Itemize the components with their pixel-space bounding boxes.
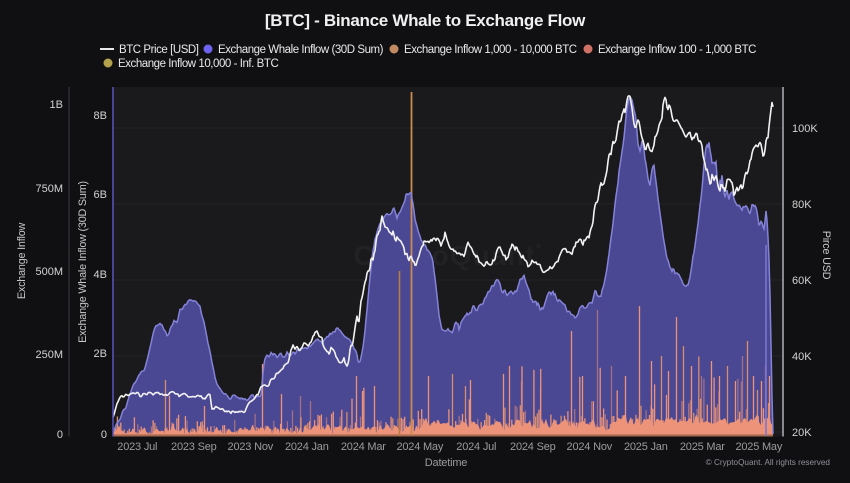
svg-text:2024 Mar: 2024 Mar xyxy=(341,441,386,453)
svg-text:8B: 8B xyxy=(94,110,107,122)
svg-text:250M: 250M xyxy=(35,349,63,361)
svg-text:2024 Nov: 2024 Nov xyxy=(567,441,613,453)
svg-text:20K: 20K xyxy=(792,427,812,439)
svg-text:750M: 750M xyxy=(35,183,63,195)
svg-text:2023 Nov: 2023 Nov xyxy=(228,441,274,453)
svg-text:© CryptoQuant. All rights rese: © CryptoQuant. All rights reserved xyxy=(706,458,831,467)
svg-text:Exchange Whale Inflow (30D Sum: Exchange Whale Inflow (30D Sum) xyxy=(218,44,384,56)
svg-text:500M: 500M xyxy=(35,266,63,278)
svg-text:2023 Sep: 2023 Sep xyxy=(171,441,217,453)
svg-text:4B: 4B xyxy=(94,269,107,281)
svg-text:2024 Sep: 2024 Sep xyxy=(510,441,556,453)
svg-text:BTC Price [USD]: BTC Price [USD] xyxy=(119,44,199,56)
svg-text:0: 0 xyxy=(101,429,107,441)
svg-text:2025 Mar: 2025 Mar xyxy=(680,441,725,453)
svg-text:Exchange Whale Inflow (30D Sum: Exchange Whale Inflow (30D Sum) xyxy=(77,181,89,343)
svg-text:2024 May: 2024 May xyxy=(396,441,443,453)
svg-text:1B: 1B xyxy=(50,99,63,111)
svg-text:Exchange Inflow 1,000 - 10,000: Exchange Inflow 1,000 - 10,000 BTC xyxy=(404,44,577,56)
svg-text:Exchange Inflow 10,000 - Inf.: Exchange Inflow 10,000 - Inf. BTC xyxy=(118,58,278,70)
svg-text:2024 Jul: 2024 Jul xyxy=(456,441,496,453)
svg-text:6B: 6B xyxy=(94,189,107,201)
svg-text:60K: 60K xyxy=(792,275,812,287)
svg-text:2B: 2B xyxy=(94,348,107,360)
svg-text:2023 Jul: 2023 Jul xyxy=(117,441,157,453)
svg-text:2025 May: 2025 May xyxy=(735,441,782,453)
svg-text:40K: 40K xyxy=(792,351,812,363)
svg-text:Datetime: Datetime xyxy=(425,457,467,469)
svg-text:Pirce USD: Pirce USD xyxy=(820,231,832,280)
svg-text:100K: 100K xyxy=(792,123,818,135)
svg-text:80K: 80K xyxy=(792,199,812,211)
svg-text:Exchange Inflow: Exchange Inflow xyxy=(16,222,28,299)
svg-text:Exchange Inflow 100 - 1,000 BT: Exchange Inflow 100 - 1,000 BTC xyxy=(598,44,756,56)
svg-text:[BTC] - Binance Whale to Excha: [BTC] - Binance Whale to Exchange Flow xyxy=(265,11,586,30)
svg-text:2024 Jan: 2024 Jan xyxy=(285,441,329,453)
svg-text:0: 0 xyxy=(57,429,63,441)
svg-text:2025 Jan: 2025 Jan xyxy=(624,441,668,453)
